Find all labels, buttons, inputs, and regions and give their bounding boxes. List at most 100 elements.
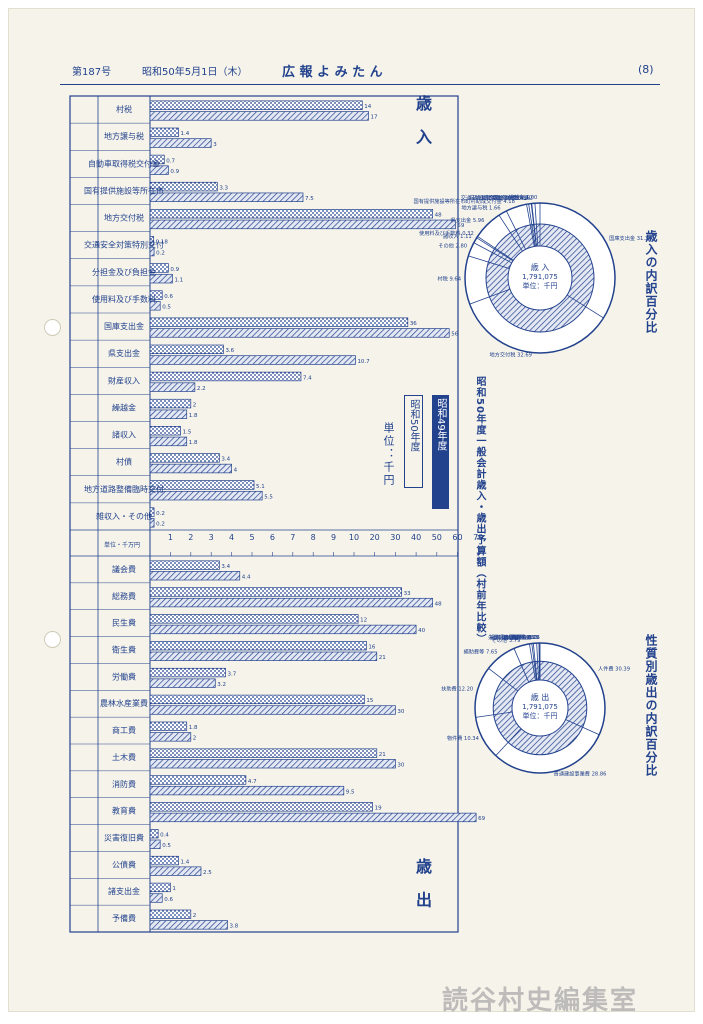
revenue-bar-1949 [149, 344, 224, 355]
revenue-category-label: 村税 [116, 104, 132, 114]
revenue-bar-1950 [149, 192, 304, 202]
revenue-pie-slice-label: 諸収入 1.11 [443, 232, 472, 240]
tick-label: 5 [249, 533, 254, 542]
expenditure-pie-title: 性質別歳出の内訳百分比 [644, 634, 658, 777]
expenditure-pie-slice-label: 普通建設事業費 28.86 [554, 770, 607, 778]
tick-label: 10 [349, 533, 359, 542]
expenditure-category-label: 土木費 [112, 752, 136, 762]
expenditure-value-label: 15 [366, 698, 373, 704]
revenue-bar-1950 [149, 382, 196, 392]
issue-date: 昭和50年5月1日（木） [142, 67, 248, 78]
expenditure-bar-1949 [149, 882, 171, 893]
tick-label: 30 [390, 533, 400, 542]
expenditure-value-label: 30 [397, 709, 404, 715]
revenue-pie-slice-label: 村税 9.64 [437, 274, 461, 282]
revenue-value-label: 3.4 [221, 457, 230, 463]
revenue-bar-1949 [149, 480, 255, 490]
revenue-value-label: 36 [410, 321, 417, 327]
expenditure-pie-slice-label: 積立金 0.35 [503, 633, 532, 641]
expenditure-category-label: 農林水産業費 [100, 698, 148, 708]
revenue-pie-slice-label: 交通安全対策特別交付金 0.11 [461, 194, 531, 202]
expenditure-value-label: 33 [404, 591, 411, 597]
expenditure-pie-slice-divider [532, 643, 538, 681]
revenue-bar-1949 [149, 290, 163, 300]
revenue-category-label: 財産収入 [108, 375, 140, 385]
expenditure-bar-1950 [149, 732, 192, 742]
expenditure-pie-slice-label: 補助費等 7.65 [464, 648, 498, 656]
revenue-value-label: 7.4 [303, 375, 312, 381]
revenue-value-label: 1.5 [183, 430, 192, 436]
legend-1950: 昭和50年度 [404, 395, 423, 488]
revenue-bar-1950 [149, 273, 173, 284]
revenue-category-label: 県支出金 [108, 348, 140, 358]
expenditure-pie-slice-divider [538, 643, 540, 681]
revenue-bar-1949 [149, 127, 179, 138]
tick-label: 4 [229, 533, 234, 542]
expenditure-value-label: 30 [397, 763, 404, 769]
expenditure-pie-slice-label: 人件費 30.39 [598, 665, 630, 673]
expenditure-value-label: 16 [368, 645, 375, 651]
expenditure-bar-1949 [149, 587, 402, 597]
expenditure-bar-1950 [149, 597, 434, 608]
expenditure-category-label: 予備費 [112, 913, 136, 923]
revenue-bar-1950 [149, 165, 169, 175]
revenue-bar-1950 [149, 328, 450, 338]
expenditure-bar-1949 [149, 721, 188, 731]
revenue-pie-slice-label: 国有提供施設等所在市町村助成交付金 4.18 [414, 197, 515, 205]
tick-label: 20 [370, 533, 380, 542]
expenditure-pie-slice-divider [488, 668, 519, 692]
expenditure-bar-1949 [149, 802, 373, 812]
expenditure-bar-1950 [149, 759, 396, 769]
expenditure-pie-slice-divider [529, 643, 536, 681]
tick-label: 60 [452, 533, 462, 542]
revenue-value-label: 0.5 [162, 305, 171, 311]
revenue-category-label: 分担金及び負担金 [92, 267, 156, 277]
revenue-value-label: 56 [451, 332, 458, 338]
expenditure-pie-slice-divider [513, 648, 530, 683]
revenue-category-label: 諸収入 [112, 430, 136, 440]
chart-title: 昭和50年度一般会計歳入・歳出予算額（村前年比較） [474, 376, 485, 645]
expenditure-pie-slice-label: 貸付金 0.06 [511, 633, 540, 641]
revenue-bar-1949 [149, 507, 155, 517]
expenditure-category-label: 消防費 [112, 779, 136, 789]
revenue-bar-1949 [149, 317, 409, 327]
revenue-value-label: 0.2 [156, 511, 165, 517]
expenditure-pie-slice-divider [531, 643, 537, 681]
expenditure-category-label: 教育費 [112, 806, 136, 816]
tick-label: 6 [270, 533, 275, 542]
revenue-bar-1950 [149, 355, 356, 365]
expenditure-value-label: 3.7 [227, 671, 236, 677]
revenue-category-label: 地方交付税 [104, 213, 144, 223]
expenditure-category-label: 民生費 [112, 618, 136, 628]
revenue-category-label: 国庫支出金 [104, 321, 144, 331]
expenditure-value-label: 9.5 [346, 789, 355, 795]
tick-label: 2 [188, 533, 193, 542]
revenue-category-label: 繰越金 [112, 402, 136, 412]
expenditure-pie-slice-divider [536, 643, 539, 681]
expenditure-value-label: 2 [193, 736, 197, 742]
revenue-value-label: 1.8 [189, 413, 198, 419]
expenditure-category-label: 公債費 [112, 859, 136, 869]
revenue-value-label: 1.4 [181, 131, 190, 137]
revenue-pie-center-text: 単位：千円 [523, 281, 558, 290]
chart-frame [69, 95, 459, 933]
expenditure-bar-1949 [149, 641, 367, 651]
expenditure-value-label: 3.4 [221, 564, 230, 570]
expenditure-bar-1950 [149, 893, 163, 903]
expenditure-category-label: 総務費 [112, 591, 136, 601]
revenue-pie-center-text: 歳 入 [531, 262, 550, 272]
revenue-bar-1950 [149, 219, 456, 230]
expenditure-bar-1950 [149, 678, 216, 688]
revenue-value-label: 4 [234, 467, 238, 473]
tick-label: 1 [168, 533, 173, 542]
expenditure-pie-center-text: 1,791,075 [522, 703, 558, 711]
revenue-bar-1949 [149, 453, 220, 463]
revenue-pie-slice-divider [469, 288, 511, 305]
revenue-category-label: 交通安全対策特別交付 [84, 240, 164, 250]
expenditure-bar-1949 [149, 775, 247, 785]
revenue-bar-1949 [149, 154, 165, 165]
revenue-bar-1950 [149, 301, 161, 311]
revenue-bar-1950 [149, 463, 232, 474]
expenditure-pie-slice-label: 公債費 0.80 [506, 633, 535, 641]
